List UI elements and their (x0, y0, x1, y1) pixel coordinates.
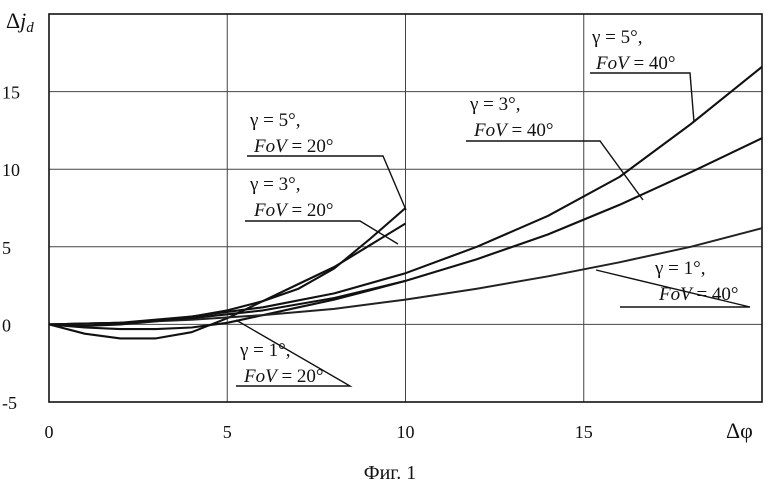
annotation-fov: FoV (473, 120, 509, 141)
annotation-line1: γ = 3°, (249, 174, 300, 195)
y-axis-label-main: Δ (6, 8, 20, 33)
annotation-fov-value: = 40° (692, 284, 739, 305)
annotation-fov: FoV (253, 136, 289, 157)
figure-caption: Фиг. 1 (0, 462, 780, 485)
annotation-fov-value: = 40° (507, 120, 554, 141)
x-tick-label: 15 (575, 422, 593, 442)
x-tick-label: 10 (397, 422, 415, 442)
annotation-line2: FoV = 40° (473, 120, 554, 141)
annotation-line2: FoV = 40° (595, 53, 676, 74)
annotation-line2: FoV = 20° (253, 136, 334, 157)
y-tick-label: 5 (2, 238, 11, 258)
x-tick-label: 5 (223, 422, 232, 442)
y-axis-label-sub: d (26, 20, 34, 36)
annotation-line1: γ = 3°, (469, 94, 520, 115)
annotation-line2: FoV = 20° (253, 200, 334, 221)
annotation-fov: FoV (595, 53, 631, 74)
annotation-line1: γ = 5°, (591, 27, 642, 48)
y-tick-label: 15 (2, 83, 20, 103)
annotation-fov-value: = 40° (629, 53, 676, 74)
annotation-line1: γ = 1°, (654, 258, 705, 279)
y-tick-label: 0 (2, 315, 11, 335)
annotation-label: γ = 3°, FoV = 40° (469, 94, 554, 141)
x-tick-label: 0 (45, 422, 54, 442)
annotation-label: γ = 3°, FoV = 20° (249, 174, 334, 221)
annotation-label: γ = 5°, FoV = 20° (249, 110, 334, 157)
annotation-fov: FoV (658, 284, 694, 305)
annotation-fov-value: = 20° (277, 366, 324, 387)
annotation-fov: FoV (253, 200, 289, 221)
annotation-line1: γ = 1°, (239, 340, 290, 361)
annotation-line2: FoV = 20° (243, 366, 324, 387)
y-axis-label: Δjd (6, 8, 34, 36)
annotations: γ = 5°, FoV = 20° γ = 3°, FoV = 20° γ = 1°, F… (239, 27, 739, 387)
annotation-line1: γ = 5°, (249, 110, 300, 131)
annotation-label: γ = 1°, FoV = 40° (654, 258, 739, 305)
annotation-leader (245, 221, 398, 244)
annotation-line2: FoV = 40° (658, 284, 739, 305)
annotation-fov-value: = 20° (287, 136, 334, 157)
annotation-label: γ = 5°, FoV = 40° (591, 27, 676, 74)
annotation-fov: FoV (243, 366, 279, 387)
y-tick-label: -5 (2, 393, 17, 413)
annotation-leader (590, 73, 694, 122)
y-tick-label: 10 (2, 160, 20, 180)
annotation-leader (466, 141, 643, 200)
annotation-fov-value: = 20° (287, 200, 334, 221)
x-axis-label: Δφ (726, 418, 753, 443)
